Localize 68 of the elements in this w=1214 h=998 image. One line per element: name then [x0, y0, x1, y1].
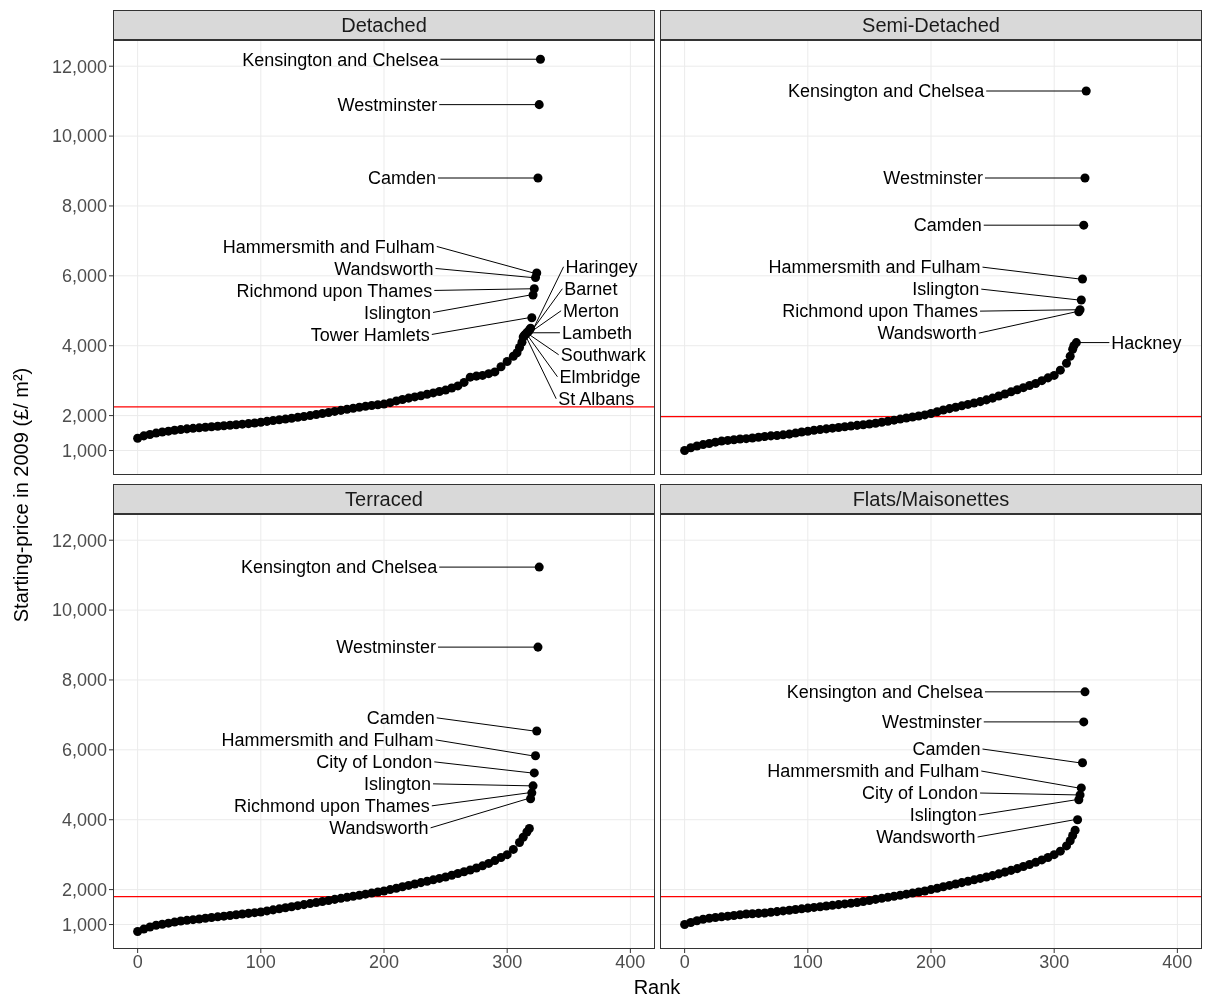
- y-tick-label: 8,000: [61, 670, 107, 691]
- annotation: Westminster: [337, 94, 438, 115]
- annotation: Elmbridge: [559, 367, 641, 388]
- annotation: Islington: [364, 774, 432, 795]
- annotation: Southwark: [560, 345, 647, 366]
- chart-title: Detached: [113, 10, 655, 40]
- annotation: Wandsworth: [876, 827, 976, 848]
- x-tick-label: 0: [679, 951, 690, 972]
- x-tick-label: 400: [1162, 951, 1193, 972]
- annotation: Kensington and Chelsea: [786, 682, 984, 703]
- annotation: Hammersmith and Fulham: [767, 761, 980, 782]
- annotation: Kensington and Chelsea: [242, 49, 440, 70]
- x-tick-label: 100: [792, 951, 823, 972]
- annotation: Hammersmith and Fulham: [221, 730, 434, 751]
- y-tick-label: 6,000: [61, 740, 107, 761]
- y-tick-label: 2,000: [61, 405, 107, 426]
- annotation: Hackney: [1111, 332, 1182, 353]
- y-axis-title: Starting-price in 2009 (£/ m²): [10, 367, 32, 623]
- x-tick-label: 100: [245, 951, 276, 972]
- annotation: Islington: [364, 302, 432, 323]
- annotation: Lambeth: [561, 323, 632, 344]
- annotation: Camden: [912, 739, 981, 760]
- annotation: Kensington and Chelsea: [241, 557, 439, 578]
- y-tick-label: 10,000: [51, 126, 107, 147]
- y-tick-label: 1,000: [61, 440, 107, 461]
- annotation: Wandsworth: [877, 323, 977, 344]
- annotation: Camden: [913, 215, 982, 236]
- y-tick-label: 4,000: [61, 336, 107, 357]
- annotation: Tower Hamlets: [310, 324, 430, 345]
- annotation: Richmond upon Thames: [782, 301, 979, 322]
- annotation: Westminster: [883, 168, 983, 189]
- annotation: Camden: [366, 708, 435, 729]
- annotation: City of London: [861, 783, 979, 804]
- x-tick-label: 300: [1039, 951, 1070, 972]
- annotation: Islington: [912, 279, 980, 300]
- annotation: Westminster: [336, 637, 436, 658]
- x-tick-label: 300: [492, 951, 523, 972]
- chart-title: Terraced: [113, 484, 655, 514]
- y-tick-label: 12,000: [51, 530, 107, 551]
- annotation: Islington: [909, 805, 977, 826]
- y-tick-label: 4,000: [61, 810, 107, 831]
- y-tick-label: 1,000: [61, 914, 107, 935]
- annotation: Hammersmith and Fulham: [222, 236, 435, 257]
- x-tick-label: 200: [368, 951, 400, 972]
- x-tick-label: 0: [132, 951, 143, 972]
- y-tick-label: 2,000: [61, 879, 107, 900]
- x-axis-title: Rank: [632, 976, 682, 998]
- y-tick-label: 10,000: [51, 600, 107, 621]
- chart-title: Flats/Maisonettes: [660, 484, 1202, 514]
- x-tick-label: 200: [915, 951, 947, 972]
- chart-title: Semi-Detached: [660, 10, 1202, 40]
- annotation: Barnet: [564, 279, 618, 300]
- annotation: Haringey: [565, 257, 638, 278]
- annotation: City of London: [316, 752, 433, 773]
- annotation: Kensington and Chelsea: [788, 81, 986, 102]
- annotation: Hammersmith and Fulham: [768, 257, 981, 278]
- annotation: Richmond upon Thames: [236, 280, 433, 301]
- annotation: Merton: [563, 301, 620, 322]
- x-tick-label: 400: [615, 951, 646, 972]
- annotation: St Albans: [558, 389, 635, 410]
- annotation: Camden: [367, 168, 436, 189]
- y-tick-label: 6,000: [61, 266, 107, 287]
- annotation: Wandsworth: [329, 818, 429, 839]
- y-tick-label: 8,000: [61, 196, 107, 217]
- annotation: Wandsworth: [334, 258, 434, 279]
- annotation: Westminster: [882, 712, 982, 733]
- y-tick-label: 12,000: [51, 56, 107, 77]
- annotation: Richmond upon Thames: [234, 796, 430, 817]
